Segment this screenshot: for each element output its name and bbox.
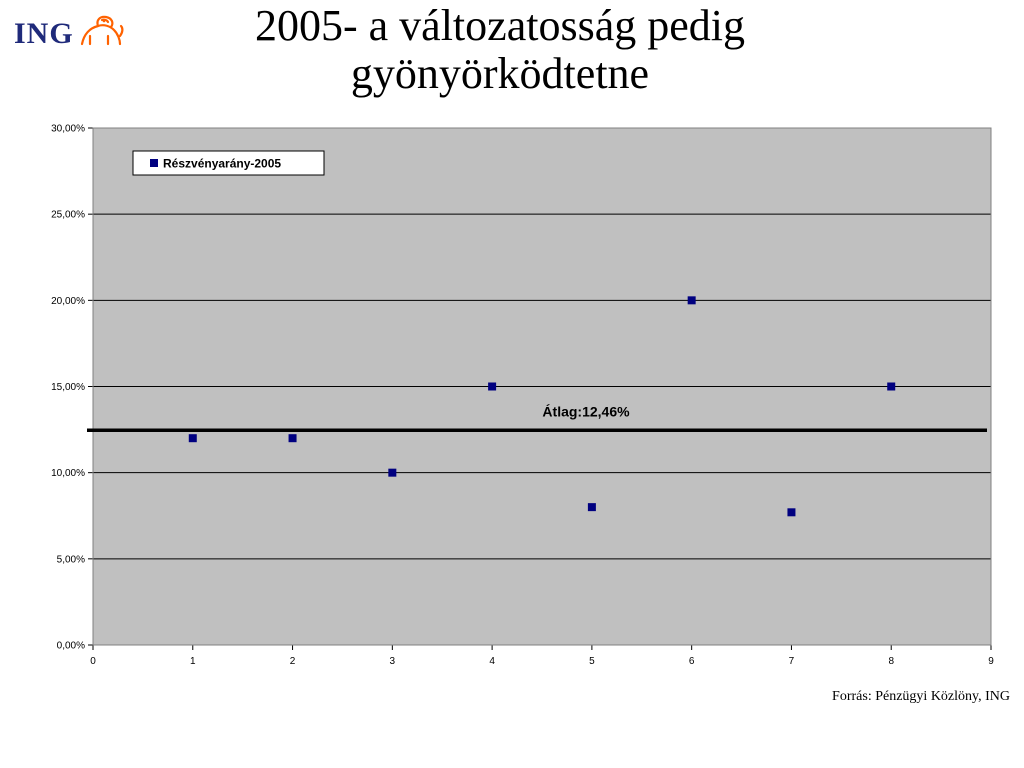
data-point [488,382,497,391]
x-tick-label: 1 [190,656,196,667]
title-line-2: gyönyörködtetne [350,49,650,98]
y-tick-label: 5,00% [57,554,85,565]
x-tick-label: 5 [589,656,595,667]
y-tick-label: 10,00% [51,468,85,479]
x-tick-label: 9 [988,656,994,667]
legend-marker [150,159,158,167]
y-tick-label: 0,00% [57,641,85,652]
x-tick-label: 7 [789,656,795,667]
average-line-label: Átlag:12,46% [542,403,630,419]
data-point [288,434,297,443]
title-line-1: 2005- a változatosság pedig [255,1,745,50]
legend-box [132,150,325,176]
source-note: Forrás: Pénzügyi Közlöny, ING [832,689,1010,704]
data-point [188,434,197,443]
plot-border [92,127,992,646]
x-tick-label: 3 [390,656,396,667]
data-point [587,503,596,512]
logo-text: ING [14,16,74,50]
page-title: 2005- a változatosság pedig gyönyörködte… [150,2,850,98]
x-tick-label: 8 [888,656,894,667]
x-tick-label: 6 [689,656,695,667]
legend: Részvényarány-2005 [132,150,325,176]
x-tick-label: 0 [90,656,96,667]
x-tick-label: 2 [290,656,296,667]
data-point [388,468,397,477]
data-point [687,296,696,305]
data-point [787,508,796,517]
y-tick-label: 15,00% [51,382,85,393]
y-tick-label: 30,00% [51,124,85,135]
lion-icon [78,14,124,53]
ing-logo: ING [14,14,124,53]
y-tick-label: 20,00% [51,296,85,307]
data-point [887,382,896,391]
legend-label: Részvényarány-2005 [163,157,281,171]
x-tick-label: 4 [489,656,495,667]
y-tick-label: 25,00% [51,210,85,221]
